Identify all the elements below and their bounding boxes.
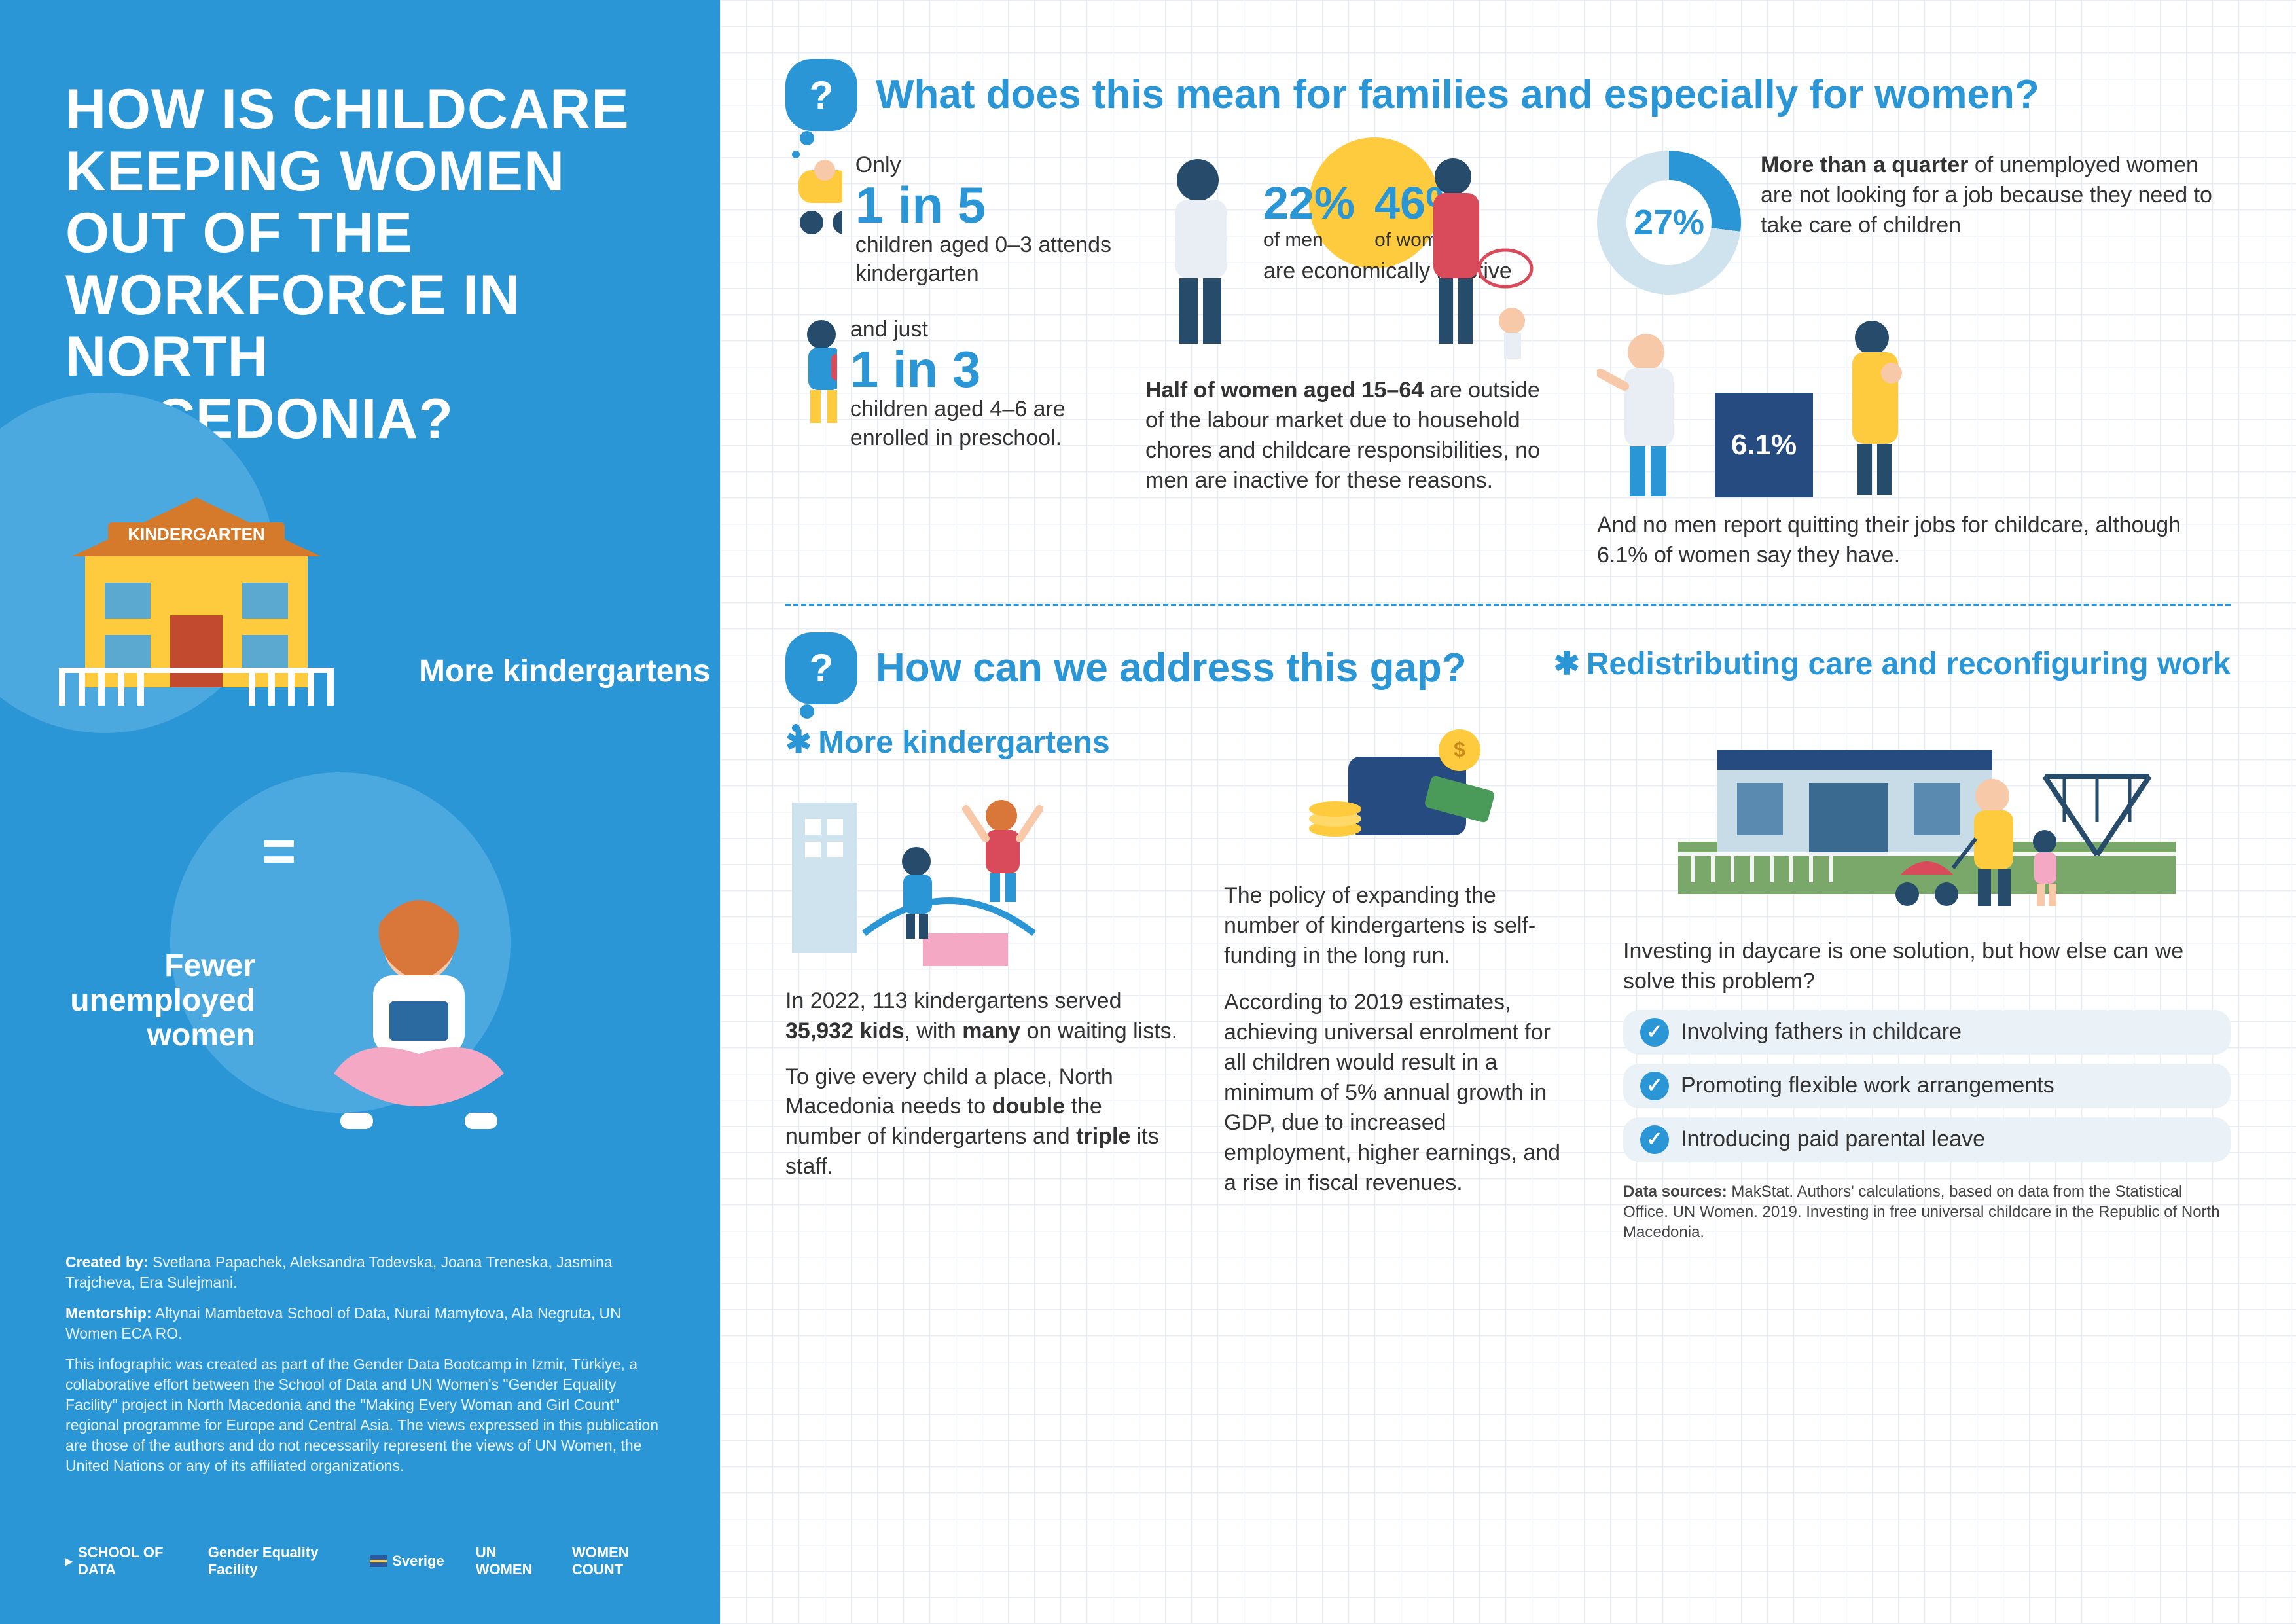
section2-head: ? How can we address this gap? [785, 632, 1467, 704]
logos-row: ▸SCHOOL OF DATA Gender Equality Facility… [65, 1544, 661, 1578]
solutions-list: ✓Involving fathers in childcare ✓Promoti… [1623, 1010, 2231, 1162]
more-body2: To give every child a place, North Maced… [785, 1062, 1178, 1183]
men-sub: of men [1263, 229, 1355, 251]
woman-laptop-icon [281, 864, 556, 1139]
policy1: The policy of expanding the number of ki… [1224, 881, 1577, 971]
more-kindergartens-label: More kindergartens [419, 655, 710, 689]
father-daycare-icon [1623, 724, 2231, 920]
and-just-label: and just [850, 315, 1113, 344]
svg-text:$: $ [1454, 738, 1465, 761]
section1-head: ? What does this mean for families and e… [785, 59, 2231, 131]
more-kg-subhead: ✱More kindergartens [785, 724, 1178, 761]
men-pct: 22% [1263, 177, 1355, 229]
policy2: According to 2019 estimates, achieving u… [1224, 988, 1577, 1198]
quit-stats: 27% More than a quarter of unemployed wo… [1597, 151, 2231, 571]
fewer-unemployed-label: Fewer unemployed women [46, 949, 255, 1053]
policy-block: $ The policy of expanding the number of … [1224, 724, 1577, 1242]
check-icon: ✓ [1640, 1018, 1669, 1047]
list-item: ✓Involving fathers in childcare [1623, 1010, 2231, 1055]
stat-1in3: 1 in 3 [850, 344, 1113, 395]
logo-un-women: UN WOMEN [476, 1544, 541, 1578]
credits-block: Created by: Svetlana Papachek, Aleksandr… [65, 1252, 661, 1487]
enrolment-stats: Only 1 in 5 children aged 0–3 attends ki… [785, 151, 1113, 571]
question-icon: ? [785, 632, 857, 704]
donut-pct: 27% [1634, 202, 1704, 243]
donut-bold: More than a quarter [1761, 153, 1968, 177]
main-title: HOW IS CHILDCARE KEEPING WOMEN OUT OF TH… [65, 79, 661, 450]
stat2-body: children aged 4–6 are enrolled in presch… [850, 395, 1113, 452]
inactive-stats: 22%of men 46%of women are economically i… [1145, 151, 1564, 571]
logo-women-count: WOMEN COUNT [572, 1544, 661, 1578]
man-gesture-icon [1597, 327, 1702, 497]
child-backpack-icon [785, 315, 837, 433]
redist-block: Investing in daycare is one solution, bu… [1623, 724, 2231, 1242]
list-item: ✓Introducing paid parental leave [1623, 1117, 2231, 1162]
kindergarten-icon: KINDERGARTEN [46, 484, 347, 720]
bar-6pct: 6.1% [1715, 393, 1813, 497]
question-icon: ? [785, 59, 857, 131]
right-panel: ? What does this mean for families and e… [720, 0, 2296, 1624]
logo-gef: Gender Equality Facility [208, 1544, 338, 1578]
data-sources: Data sources: MakStat. Authors' calculat… [1623, 1182, 2231, 1243]
redist-subhead: ✱Redistributing care and reconfiguring w… [1554, 645, 2231, 682]
redist-intro: Investing in daycare is one solution, bu… [1623, 937, 2231, 997]
more-kg-block: ✱More kindergartens In 2022, 113 kinderg… [785, 724, 1178, 1242]
donut-chart: 27% [1597, 151, 1741, 295]
logo-school-of-data: ▸SCHOOL OF DATA [65, 1544, 177, 1578]
section2-title: How can we address this gap? [876, 646, 1467, 691]
stat-1in5: 1 in 5 [855, 179, 1113, 230]
stat1-body: children aged 0–3 attends kindergarten [855, 230, 1113, 288]
svg-text:KINDERGARTEN: KINDERGARTEN [128, 524, 264, 544]
bar-body: And no men report quitting their jobs fo… [1597, 511, 2231, 571]
left-panel: HOW IS CHILDCARE KEEPING WOMEN OUT OF TH… [0, 0, 720, 1624]
half-bold: Half of women aged 15–64 [1145, 378, 1424, 403]
list-item: ✓Promoting flexible work arrangements [1623, 1064, 2231, 1108]
man-icon [1145, 151, 1257, 360]
woman-baby-icon [1826, 314, 1924, 497]
kids-playing-icon [785, 776, 1113, 973]
check-icon: ✓ [1640, 1125, 1669, 1154]
section1-title: What does this mean for families and esp… [876, 73, 2039, 117]
stroller-icon [785, 151, 842, 249]
section-divider [785, 604, 2231, 606]
more-body1: In 2022, 113 kindergartens served 35,932… [785, 986, 1178, 1047]
money-icon: $ [1296, 724, 1505, 868]
check-icon: ✓ [1640, 1072, 1669, 1100]
woman-basket-icon [1407, 151, 1551, 360]
logo-sverige: Sverige [370, 1553, 444, 1570]
only-label: Only [855, 151, 1113, 179]
